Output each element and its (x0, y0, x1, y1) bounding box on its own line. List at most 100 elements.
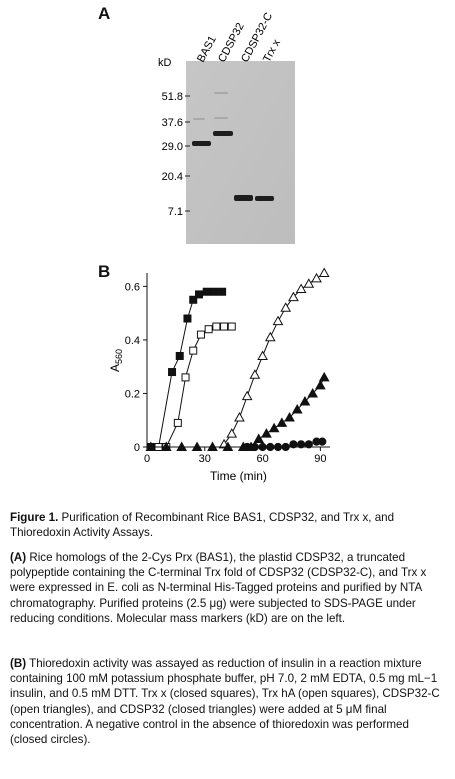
data-point (196, 330, 205, 339)
data-point (227, 322, 236, 331)
chart-series (145, 267, 330, 452)
series-filled-triangle (145, 371, 330, 451)
gel-bands (192, 131, 274, 201)
data-point (303, 278, 315, 288)
data-point (304, 440, 313, 449)
marker-7-1: 7.1 (168, 206, 183, 218)
data-point (183, 314, 192, 323)
series-filled-circle (243, 437, 327, 452)
x-tick-label: 60 (256, 453, 268, 465)
data-point (145, 441, 157, 451)
panel-b-label: B (98, 262, 111, 281)
x-tick-label: 30 (199, 453, 211, 465)
data-point (299, 395, 311, 406)
band-cdsp32 (213, 131, 233, 136)
data-point (291, 404, 303, 414)
band-trxx (255, 196, 274, 201)
data-point (173, 418, 182, 427)
data-point (202, 287, 211, 296)
marker-51-8: 51.8 (162, 91, 183, 103)
kd-label: kD (158, 57, 172, 69)
data-point (273, 442, 283, 452)
marker-labels: 51.8 37.6 29.0 20.4 7.1 (162, 91, 183, 218)
caption-title-bold: Figure 1. (10, 511, 59, 524)
gel-background (186, 61, 295, 244)
data-point (207, 441, 218, 451)
data-point (176, 441, 188, 451)
data-point (297, 440, 306, 449)
data-point (181, 373, 190, 382)
data-point (272, 315, 284, 326)
data-point (281, 442, 290, 452)
activity-chart: 0 30 60 90 0 0.2 0.4 0.6 A560 Time (min) (108, 267, 330, 483)
figure-caption-title: Figure 1. Purification of Recombinant Ri… (10, 510, 448, 540)
data-point (191, 441, 203, 451)
panel-a-label: A (98, 4, 111, 23)
faint-bands (193, 92, 228, 120)
data-point (234, 412, 245, 422)
data-point (318, 371, 330, 382)
data-point (318, 267, 330, 277)
data-point (195, 290, 204, 299)
data-point (204, 325, 213, 334)
lane-labels: BAS1 CDSP32 CDSP32-C Trx x (195, 11, 283, 65)
data-point (289, 440, 298, 449)
figure-caption-b: (B) Thioredoxin activity was assayed as … (10, 656, 448, 747)
data-point (222, 441, 234, 451)
y-tick-label: 0.6 (125, 281, 140, 293)
gel-figure: kD BAS1 CDSP32 CDSP32-C Trx x 51.8 37.6 … (158, 11, 295, 244)
lane-label-trxx: Trx x (261, 37, 283, 64)
data-point (220, 322, 229, 331)
marker-ticks (185, 95, 190, 212)
caption-a-label: (A) (10, 551, 27, 564)
data-point (315, 379, 326, 390)
data-point (276, 417, 288, 427)
marker-20-4: 20.4 (162, 171, 183, 183)
figure-caption-a: (A) Rice homologs of the 2-Cys Prx (BAS1… (10, 550, 448, 626)
data-point (268, 422, 280, 433)
caption-a-text: Rice homologs of the 2-Cys Prx (BAS1), t… (10, 551, 427, 625)
lane-label-bas1: BAS1 (195, 34, 219, 64)
x-tick-label: 0 (144, 453, 150, 465)
data-point (189, 346, 198, 355)
data-point (175, 351, 184, 360)
band-cdsp32c (234, 195, 253, 201)
data-point (284, 412, 295, 422)
data-point (258, 442, 267, 452)
series-filled-square (146, 287, 227, 451)
series-open-triangle (218, 267, 330, 449)
data-point (212, 322, 221, 331)
data-point (160, 441, 172, 451)
data-point (241, 390, 253, 401)
data-point (226, 428, 238, 438)
data-point (250, 442, 259, 452)
caption-b-label: (B) (10, 657, 27, 670)
data-point (307, 387, 319, 398)
marker-37-6: 37.6 (162, 117, 183, 129)
data-point (257, 350, 268, 360)
data-point (218, 287, 227, 296)
caption-b-text: Thioredoxin activity was assayed as redu… (10, 657, 440, 747)
data-point (210, 287, 219, 296)
data-point (261, 428, 272, 438)
y-tick-label: 0 (134, 442, 140, 454)
data-point (168, 368, 177, 377)
data-point (288, 291, 299, 302)
x-tick-label: 90 (314, 453, 326, 465)
data-point (243, 442, 252, 452)
data-point (295, 283, 307, 294)
data-point (249, 369, 261, 379)
data-point (311, 272, 322, 283)
marker-29-0: 29.0 (162, 141, 183, 153)
caption-title-text: Purification of Recombinant Rice BAS1, C… (10, 511, 395, 540)
data-point (318, 437, 327, 446)
data-point (280, 302, 292, 312)
data-point (266, 442, 275, 452)
y-tick-label: 0.2 (125, 388, 140, 400)
data-point (253, 433, 265, 443)
data-point (189, 295, 198, 304)
series-open-square (154, 322, 236, 451)
y-axis-label: A560 (108, 349, 124, 372)
data-point (264, 331, 276, 342)
y-tick-label: 0.4 (125, 335, 140, 347)
